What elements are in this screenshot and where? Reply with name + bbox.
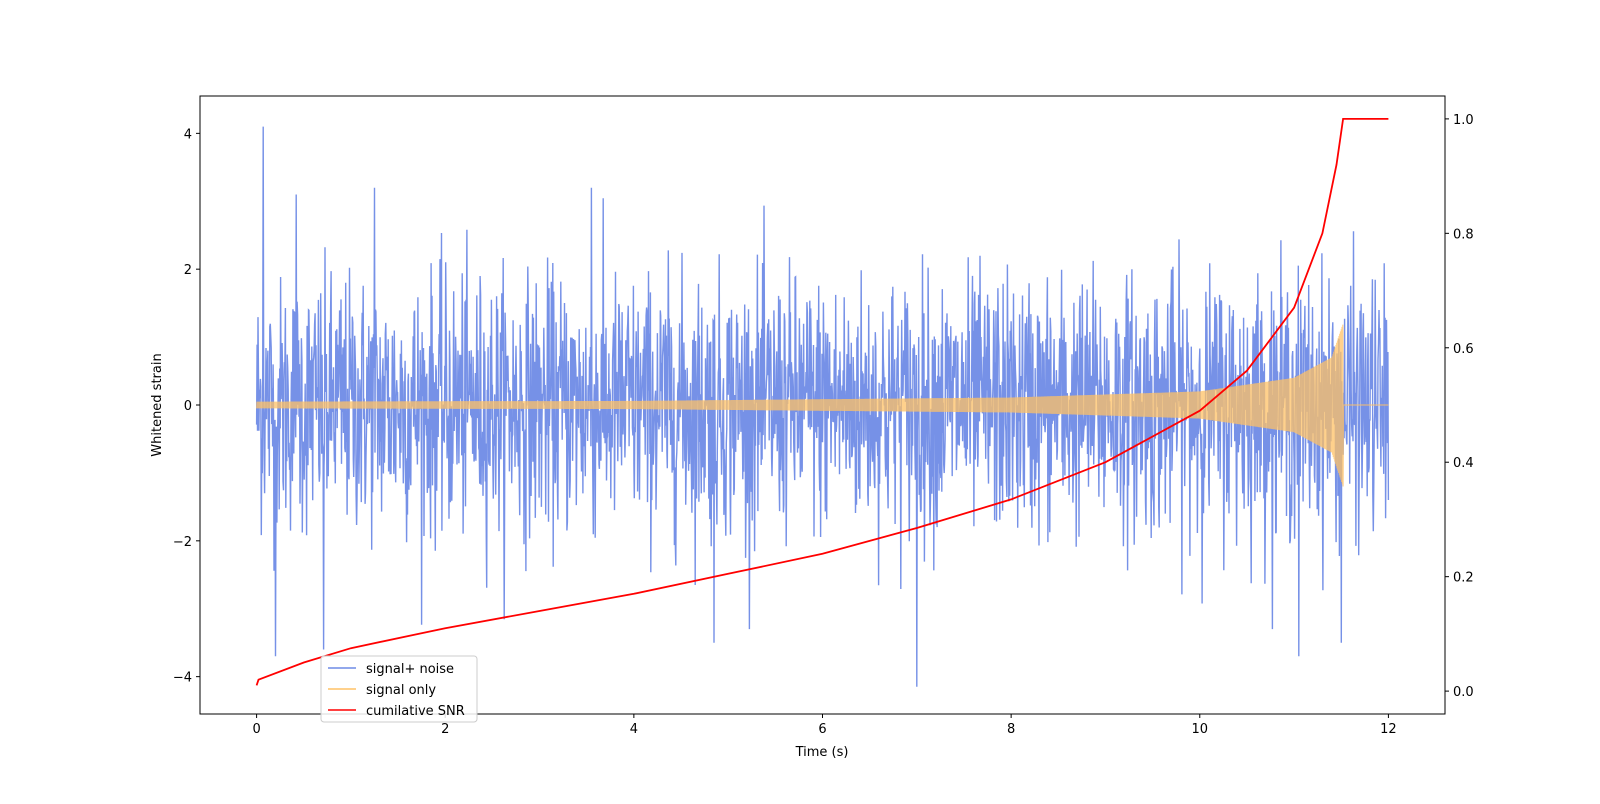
x-tick-label: 4 [630,722,638,737]
snr-series-group [255,118,1389,686]
x-axis-label: Time (s) [795,745,849,760]
legend-label-cumulative-snr: cumilative SNR [366,704,465,719]
y-left-tick-label: −2 [173,535,192,550]
y-right-tick-label: 1.0 [1453,113,1474,128]
series-line-cumulative-snr [255,118,1389,686]
y-right-tick-label: 0.4 [1453,456,1474,471]
y-left-tick-label: 4 [184,127,192,142]
x-tick-label: 6 [818,722,826,737]
y-right-tick-label: 0.6 [1453,342,1474,357]
y-left-tick-label: −4 [173,671,192,686]
series-line-signal-only [256,324,1389,487]
x-tick-label: 8 [1007,722,1015,737]
y-right-tick-label: 0.0 [1453,685,1474,700]
y-left-tick-label: 2 [184,263,192,278]
x-tick-label: 10 [1191,722,1208,737]
signal-series-group [256,324,1389,487]
x-axis-ticks: 0 2 4 6 8 10 12 [252,714,1397,737]
x-tick-label: 2 [441,722,449,737]
y-left-tick-label: 0 [184,399,192,414]
y-right-axis-ticks: 0.0 0.2 0.4 0.6 0.8 1.0 [1445,113,1474,700]
y-right-tick-label: 0.8 [1453,227,1474,242]
legend-box [320,655,478,723]
legend-label-signal-noise: signal+ noise [366,662,454,677]
x-tick-label: 12 [1380,722,1397,737]
y-left-axis-ticks: −4 −2 0 2 4 [173,127,200,686]
y-left-axis-label: Whitened strain [150,353,165,456]
y-right-tick-label: 0.2 [1453,571,1474,586]
x-tick-label: 0 [252,722,260,737]
legend: signal+ noise signal only cumilative SNR [320,655,478,723]
legend-label-signal-only: signal only [366,683,436,698]
